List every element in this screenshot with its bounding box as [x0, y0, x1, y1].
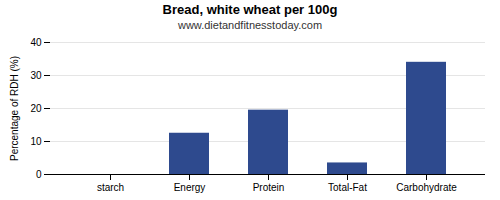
html-text:www.dietandfitnesstoday.com: www.dietandfitnesstoday.com	[178, 19, 322, 31]
svg-text:Total-Fat: Total-Fat	[328, 182, 367, 193]
svg-text:30: 30	[30, 70, 42, 81]
svg-text:0: 0	[36, 169, 42, 180]
svg-text:Energy: Energy	[174, 182, 206, 193]
svg-text:20: 20	[30, 103, 42, 114]
svg-text:starch: starch	[97, 182, 124, 193]
svg-text:10: 10	[30, 136, 42, 147]
svg-text:Carbohydrate: Carbohydrate	[396, 182, 457, 193]
svg-text:Percentage of RDH (%): Percentage of RDH (%)	[9, 56, 20, 161]
svg-text:Protein: Protein	[253, 182, 285, 193]
svg-text:40: 40	[30, 37, 42, 48]
html-text:Bread, white wheat per 100g: Bread, white wheat per 100g	[162, 2, 338, 17]
